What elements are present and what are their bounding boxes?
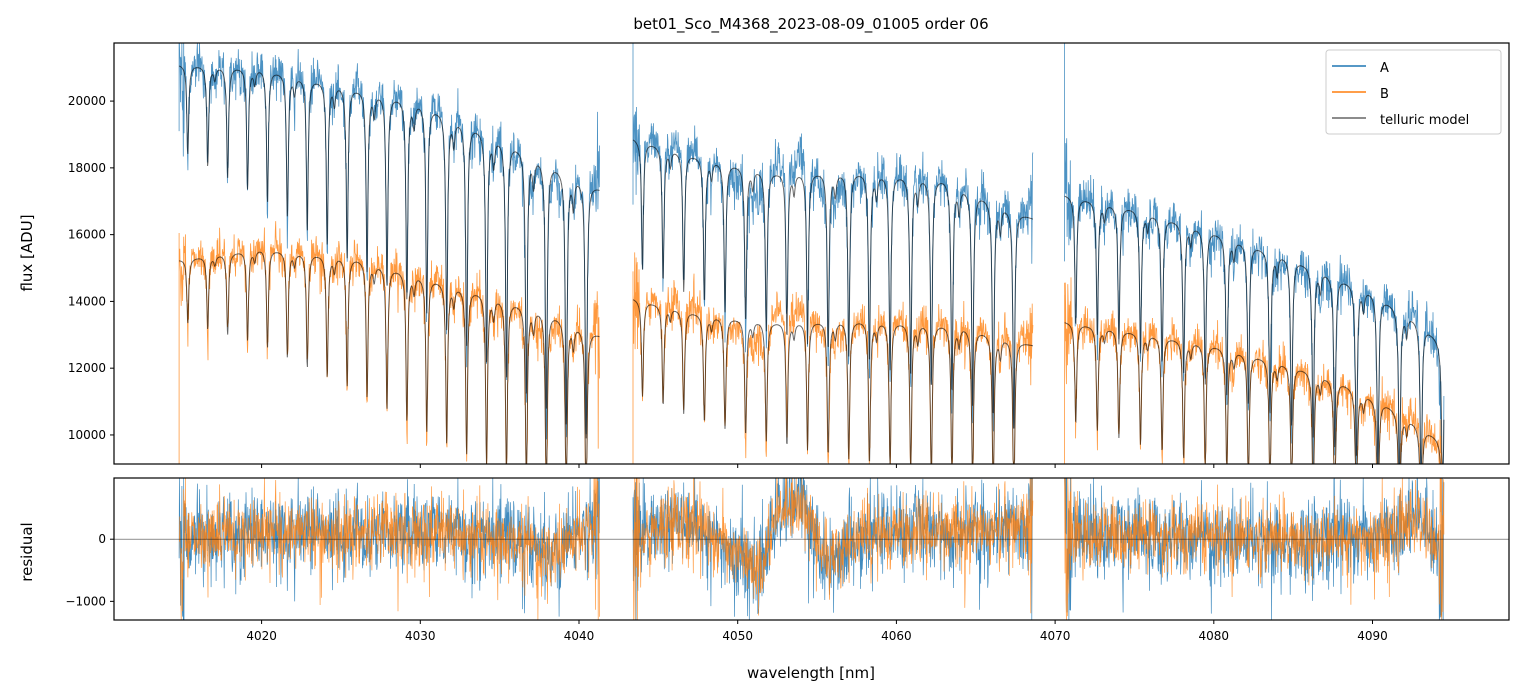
flux-axes: 10000 12000 14000 16000 18000 20000 flux [ADU… [18,42,1510,465]
residual-y-tick-label: 0 [98,532,106,546]
y-tick-label: 16000 [68,228,106,242]
residual-b-line [178,478,1445,620]
chart-title: bet01_Sco_M4368_2023-08-09_01005 order 0… [633,15,988,34]
residual-axes: −10000 4020 4030 4040 4050 4060 4070 4080 4090 … [18,464,1510,682]
residual-y-label: residual [18,522,36,581]
legend-label-a: A [1380,61,1389,76]
x-tick-label: 4090 [1357,629,1388,643]
legend-label-b: B [1380,87,1389,102]
telluric-model-b-line [178,251,1444,464]
x-tick-label: 4080 [1199,629,1230,643]
flux-y-label: flux [ADU] [18,214,36,291]
legend-label-model: telluric model [1380,113,1469,128]
x-tick-label: 4050 [722,629,753,643]
y-tick-label: 20000 [68,94,106,108]
x-tick-label: 4030 [405,629,436,643]
telluric-model-a-line [178,65,1445,464]
x-axis-label: wavelength [nm] [747,664,875,682]
x-tick-label: 4020 [246,629,277,643]
x-tick-label: 4060 [881,629,912,643]
x-tick-label: 4040 [564,629,595,643]
y-tick-label: 14000 [68,294,106,308]
residual-y-tick-label: −1000 [65,594,106,608]
y-tick-label: 12000 [68,361,106,375]
y-tick-label: 18000 [68,161,106,175]
legend: A B telluric model [1325,49,1502,135]
y-tick-label: 10000 [68,428,106,442]
series-a-line [178,43,1445,464]
x-tick-label: 4070 [1040,629,1071,643]
